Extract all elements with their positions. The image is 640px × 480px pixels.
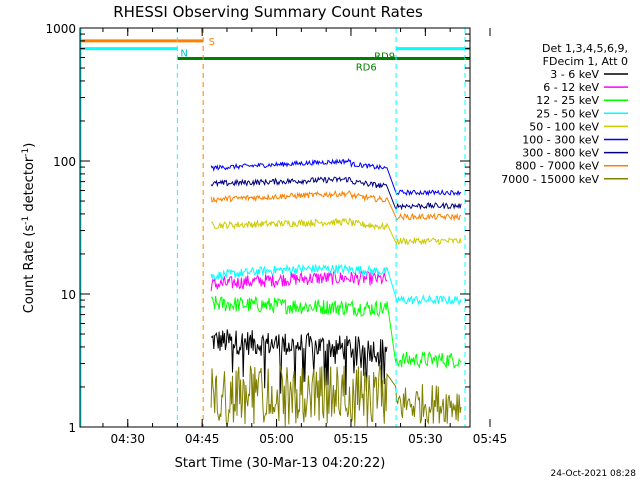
x-tick-label-4: 05:30 — [408, 432, 443, 446]
y-axis-label-rest: detector — [22, 156, 37, 216]
x-tick-label-3: 05:15 — [334, 432, 369, 446]
plot-frame — [79, 27, 471, 428]
legend-label-6: 300 - 800 keV — [522, 147, 599, 160]
legend-label-0: 3 - 6 keV — [550, 68, 599, 81]
series-line-1 — [210, 269, 388, 292]
legend-header-1: Det 1,3,4,5,6,9, — [542, 42, 628, 55]
series-line-3 — [210, 263, 462, 307]
legend-label-3: 25 - 50 keV — [536, 107, 599, 120]
series-line-5 — [210, 158, 462, 197]
legend-header-2: FDecim 1, Att 0 — [543, 55, 628, 68]
series-line-7 — [210, 189, 462, 222]
annotation-rd6: RD6 — [356, 62, 377, 73]
series-line-0 — [210, 329, 388, 395]
x-axis-label: Start Time (30-Mar-13 04:20:22) — [175, 456, 386, 471]
legend: Det 1,3,4,5,6,9, FDecim 1, Att 0 3 - 6 k… — [501, 42, 628, 186]
x-tick-label-0: 04:30 — [110, 432, 145, 446]
series-layer — [210, 158, 462, 427]
legend-label-8: 7000 - 15000 keV — [501, 173, 599, 186]
x-tick-label-5: 05:45 — [473, 432, 508, 446]
series-line-8 — [210, 365, 462, 427]
annotation-rd9: RD9 — [374, 51, 395, 62]
timestamp: 24-Oct-2021 08:28 — [551, 469, 637, 479]
annotation-s: S — [209, 37, 215, 48]
y-axis-label-close: ) — [22, 143, 37, 148]
series-line-2 — [211, 295, 462, 370]
x-tick-label-1: 04:45 — [185, 432, 220, 446]
annotation-n: N — [180, 49, 187, 60]
y-tick-label-3: 1000 — [45, 22, 76, 36]
chart-title: RHESSI Observing Summary Count Rates — [113, 3, 423, 21]
legend-label-7: 800 - 7000 keV — [515, 160, 599, 173]
y-axis-label-sup2: -1 — [21, 148, 31, 157]
y-axis-label-sup: -1 — [21, 216, 31, 225]
series-line-6 — [210, 176, 462, 211]
legend-label-2: 12 - 25 keV — [536, 94, 599, 107]
y-axis-label-main: Count Rate (s — [22, 225, 37, 314]
y-tick-label-0: 1 — [68, 421, 76, 435]
x-tick-label-2: 05:00 — [259, 432, 294, 446]
y-tick-label-2: 100 — [53, 155, 76, 169]
legend-label-4: 50 - 100 keV — [529, 120, 599, 133]
axis-layer: 04:30 04:45 05:00 05:15 05:30 05:45 1 10 100 1000 — [45, 22, 507, 446]
y-tick-label-1: 10 — [61, 288, 76, 302]
legend-label-1: 6 - 12 keV — [543, 81, 599, 94]
y-axis-label: Count Rate (s-1 detector-1) — [21, 143, 37, 314]
legend-label-5: 100 - 300 keV — [522, 134, 599, 147]
series-line-4 — [211, 217, 462, 246]
